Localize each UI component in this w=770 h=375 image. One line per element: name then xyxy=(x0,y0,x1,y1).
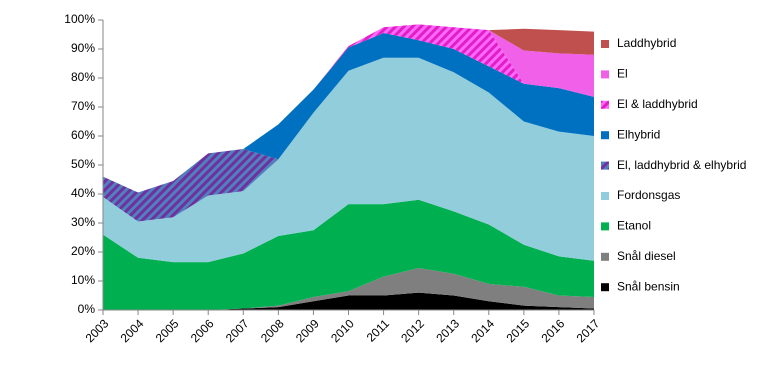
legend-label: Laddhybrid xyxy=(617,36,676,50)
y-tick-label: 70% xyxy=(71,99,95,113)
area xyxy=(103,57,594,263)
legend-swatch xyxy=(601,161,609,170)
x-tick-label: 2010 xyxy=(328,316,357,345)
x-tick-label: 2017 xyxy=(574,316,603,345)
area xyxy=(103,199,594,310)
x-tick-label: 2013 xyxy=(433,316,462,345)
y-tick-label: 30% xyxy=(71,215,95,229)
y-tick-label: 0% xyxy=(78,302,96,316)
area xyxy=(103,292,594,310)
legend-label: El & laddhybrid xyxy=(617,97,698,111)
x-tick-label: 2007 xyxy=(223,316,252,345)
area xyxy=(103,24,594,193)
x-tick-label: 2011 xyxy=(364,316,392,344)
x-tick-label: 2006 xyxy=(188,316,217,345)
x-tick-label: 2003 xyxy=(83,316,112,345)
legend-label: Elhybrid xyxy=(617,127,660,141)
area xyxy=(103,57,594,222)
legend-swatch xyxy=(601,283,609,292)
y-tick-label: 40% xyxy=(71,186,95,200)
area xyxy=(103,267,594,310)
x-tick-label: 2014 xyxy=(468,316,497,345)
x-tick-label: 2005 xyxy=(153,316,182,345)
legend-swatch xyxy=(601,252,609,261)
legend-swatch xyxy=(601,192,609,200)
x-tick-label: 2016 xyxy=(539,316,568,345)
legend-swatch xyxy=(601,100,609,109)
legend-swatch xyxy=(601,131,609,140)
x-tick-label: 2015 xyxy=(503,316,532,345)
legend-swatch xyxy=(601,70,609,79)
legend-swatch xyxy=(601,40,609,48)
legend-label: El, laddhybrid & elhybrid xyxy=(617,158,746,172)
area xyxy=(103,33,594,193)
y-tick-label: 100% xyxy=(64,12,95,26)
legend-label: Fordonsgas xyxy=(617,188,680,202)
x-tick-label: 2004 xyxy=(118,316,147,345)
legend-label: Etanol xyxy=(617,219,651,233)
x-tick-label: 2012 xyxy=(398,316,427,345)
y-tick-label: 20% xyxy=(71,244,95,258)
y-tick-label: 60% xyxy=(71,128,95,142)
legend-swatch xyxy=(601,222,609,231)
legend-label: Snål diesel xyxy=(617,249,676,263)
legend-label: El xyxy=(617,67,628,81)
y-tick-label: 90% xyxy=(71,41,95,55)
y-tick-label: 10% xyxy=(71,273,95,287)
y-tick-label: 80% xyxy=(71,70,95,84)
x-tick-label: 2008 xyxy=(258,316,287,345)
y-tick-label: 50% xyxy=(71,157,95,171)
legend-label: Snål bensin xyxy=(617,279,680,293)
x-tick-label: 2009 xyxy=(293,316,322,345)
